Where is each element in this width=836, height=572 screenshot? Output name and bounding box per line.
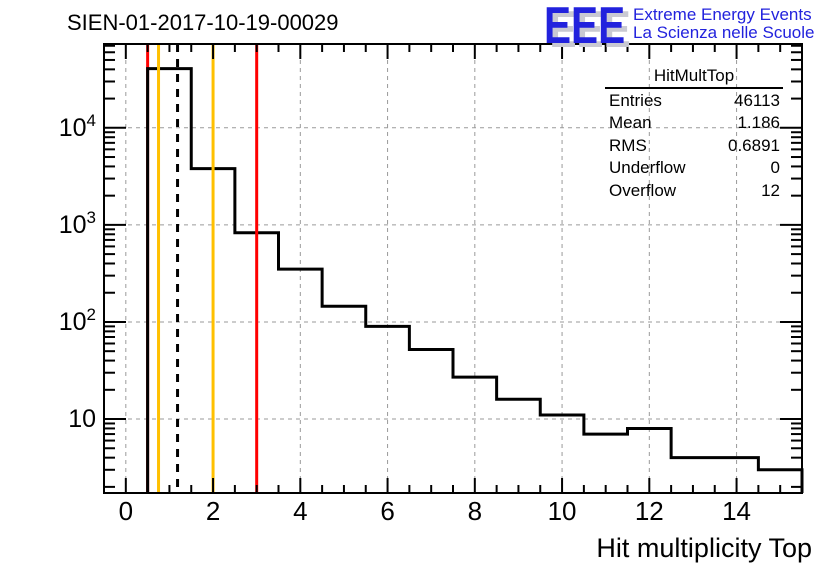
y-tick-labels: 10 102 103 104	[59, 111, 96, 433]
svg-text:8: 8	[468, 496, 482, 526]
page-title: SIEN-01-2017-10-19-00029	[67, 10, 339, 35]
stats-label: RMS	[609, 135, 647, 155]
svg-text:0: 0	[119, 496, 133, 526]
x-tick-labels: 0 2 4 6 8 10 12 14	[119, 496, 751, 526]
eee-tagline-line1: Extreme Energy Events	[633, 5, 812, 24]
marker-lines-front	[157, 44, 259, 493]
svg-text:14: 14	[722, 496, 751, 526]
stats-value: 1.186	[737, 113, 780, 133]
svg-text:4: 4	[293, 496, 307, 526]
stats-value: 46113	[733, 91, 780, 110]
stats-value: 0	[770, 158, 780, 178]
stats-row-rms: RMS 0.6891	[605, 135, 783, 157]
stats-row-overflow: Overflow 12	[605, 180, 783, 202]
svg-text:103: 103	[59, 208, 96, 239]
stats-label: Overflow	[609, 180, 677, 200]
svg-text:10: 10	[68, 405, 96, 433]
axis-ticks	[104, 44, 802, 493]
svg-text:2: 2	[206, 496, 220, 526]
stats-row-underflow: Underflow 0	[605, 157, 783, 179]
stats-row-mean: Mean 1.186	[605, 112, 783, 134]
eee-logo: EEE	[544, 0, 626, 55]
histogram-line	[146, 67, 804, 493]
stats-label: Entries	[609, 91, 662, 110]
x-axis-title: Hit multiplicity Top	[596, 533, 812, 563]
stats-value: 12	[761, 180, 780, 200]
eee-tagline-line2: La Scienza nelle Scuole	[633, 23, 815, 42]
stats-label: Underflow	[609, 158, 686, 178]
svg-text:6: 6	[380, 496, 394, 526]
stats-title: HitMultTop	[653, 66, 735, 85]
stats-label: Mean	[609, 113, 652, 133]
stats-divider	[605, 87, 783, 89]
stats-row-entries: Entries 46113	[605, 90, 783, 112]
stats-box: HitMultTop Entries 46113 Mean 1.186 RMS …	[605, 66, 783, 202]
svg-text:102: 102	[59, 305, 96, 336]
svg-text:104: 104	[59, 111, 96, 142]
svg-text:10: 10	[548, 496, 577, 526]
stats-value: 0.6891	[728, 135, 780, 155]
svg-text:12: 12	[635, 496, 664, 526]
